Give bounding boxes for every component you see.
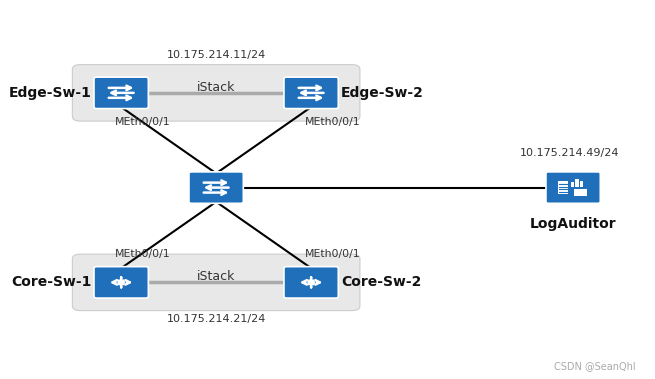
- Text: Edge-Sw-1: Edge-Sw-1: [9, 86, 91, 100]
- Bar: [575, 179, 578, 187]
- Text: LogAuditor: LogAuditor: [530, 217, 616, 231]
- Text: 10.175.214.49/24: 10.175.214.49/24: [520, 148, 620, 158]
- FancyBboxPatch shape: [72, 65, 360, 121]
- Text: MEth0/0/1: MEth0/0/1: [115, 117, 170, 127]
- Text: MEth0/0/1: MEth0/0/1: [305, 117, 360, 127]
- Bar: [580, 181, 583, 187]
- Text: iStack: iStack: [197, 270, 235, 283]
- Circle shape: [308, 280, 314, 284]
- FancyBboxPatch shape: [558, 181, 568, 194]
- FancyBboxPatch shape: [94, 77, 148, 109]
- Bar: [571, 182, 574, 187]
- Circle shape: [118, 280, 124, 284]
- Text: Edge-Sw-2: Edge-Sw-2: [341, 86, 424, 100]
- Text: CSDN @SeanQhl: CSDN @SeanQhl: [553, 362, 635, 371]
- FancyBboxPatch shape: [189, 172, 244, 203]
- FancyBboxPatch shape: [574, 189, 587, 196]
- Text: 10.175.214.21/24: 10.175.214.21/24: [166, 314, 266, 324]
- Text: Core-Sw-1: Core-Sw-1: [11, 276, 91, 289]
- Text: MEth0/0/1: MEth0/0/1: [115, 249, 170, 258]
- Text: MEth0/0/1: MEth0/0/1: [305, 249, 360, 258]
- Text: 10.175.214.11/24: 10.175.214.11/24: [166, 50, 266, 60]
- Text: Core-Sw-2: Core-Sw-2: [341, 276, 421, 289]
- FancyBboxPatch shape: [94, 267, 148, 298]
- FancyBboxPatch shape: [72, 254, 360, 311]
- FancyBboxPatch shape: [284, 267, 338, 298]
- FancyBboxPatch shape: [284, 77, 338, 109]
- Text: iStack: iStack: [197, 81, 235, 94]
- FancyBboxPatch shape: [546, 172, 600, 203]
